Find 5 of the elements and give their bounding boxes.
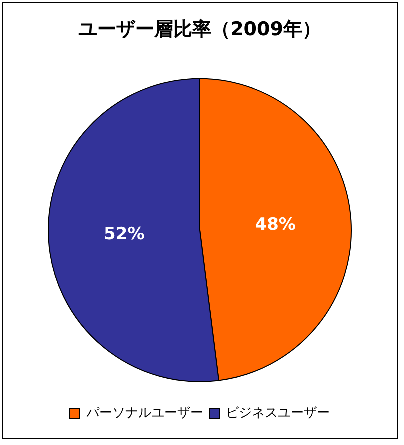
chart-title: ユーザー層比率（2009年） [78, 18, 322, 40]
data-label: 52% [104, 224, 145, 245]
legend-label: ビジネスユーザー [226, 406, 330, 421]
data-label: 48% [255, 215, 296, 236]
legend-label: パーソナルユーザー [86, 406, 204, 421]
